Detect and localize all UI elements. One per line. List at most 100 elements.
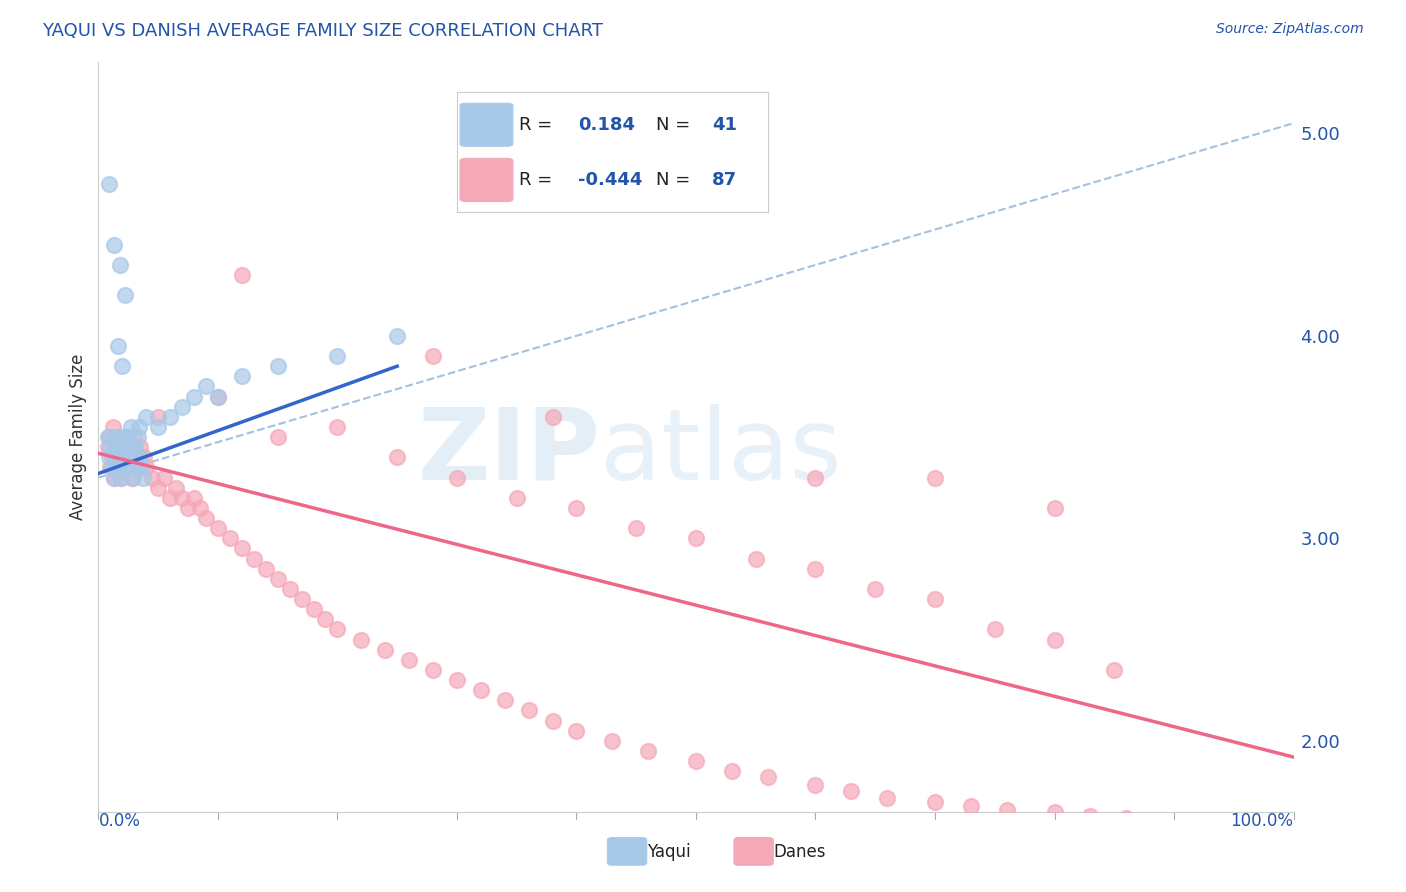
Point <box>1199 819 1222 833</box>
Point <box>876 790 898 805</box>
Point <box>804 470 827 484</box>
Y-axis label: Average Family Size: Average Family Size <box>69 354 87 520</box>
Point <box>291 592 314 607</box>
Point <box>135 409 157 424</box>
Point <box>995 803 1018 817</box>
Point <box>541 409 564 424</box>
Point <box>422 663 444 677</box>
Point <box>159 409 181 424</box>
Point <box>231 541 253 556</box>
Point <box>129 450 152 465</box>
Point <box>148 420 170 434</box>
Text: 100.0%: 100.0% <box>1230 812 1294 830</box>
Point <box>1104 663 1126 677</box>
Point <box>422 349 444 363</box>
Point <box>506 491 529 505</box>
Point <box>804 778 827 792</box>
Point <box>494 693 516 707</box>
Point <box>118 450 141 465</box>
Point <box>195 511 218 525</box>
Point <box>121 470 143 484</box>
Point <box>745 551 768 566</box>
Point <box>924 470 946 484</box>
Point <box>267 430 290 444</box>
Point <box>924 795 946 809</box>
Point <box>101 430 124 444</box>
Point <box>326 623 349 637</box>
Point <box>207 521 229 535</box>
Point <box>127 430 149 444</box>
Point <box>115 450 138 465</box>
Point <box>124 440 146 454</box>
Point <box>541 714 564 728</box>
Point <box>172 491 194 505</box>
Point <box>602 734 624 748</box>
Point <box>302 602 325 616</box>
Point <box>267 359 290 374</box>
Point <box>114 460 136 475</box>
Point <box>637 744 659 758</box>
Point <box>207 390 229 404</box>
Point <box>254 562 277 576</box>
Point <box>165 481 187 495</box>
Point <box>98 440 122 454</box>
Text: 0.0%: 0.0% <box>98 812 141 830</box>
Point <box>153 470 176 484</box>
Point <box>159 491 181 505</box>
Point <box>114 288 136 302</box>
Point <box>183 390 205 404</box>
Point <box>111 359 134 374</box>
Point <box>148 481 170 495</box>
Point <box>177 500 200 515</box>
Point <box>110 470 132 484</box>
Point <box>446 470 468 484</box>
Point <box>103 237 125 252</box>
Point <box>148 409 170 424</box>
Point <box>1043 500 1066 515</box>
Point <box>107 460 129 475</box>
Point <box>231 268 253 282</box>
Point <box>124 450 146 465</box>
Point <box>115 440 138 454</box>
Point <box>108 440 131 454</box>
Point <box>188 500 211 515</box>
Point <box>103 470 125 484</box>
Point <box>219 532 242 546</box>
Point <box>97 440 120 454</box>
Point <box>107 430 129 444</box>
Point <box>124 430 146 444</box>
Point <box>104 440 127 454</box>
Point <box>804 562 827 576</box>
Point <box>374 642 396 657</box>
Point <box>446 673 468 687</box>
Point <box>685 532 707 546</box>
Point <box>141 470 163 484</box>
Text: Source: ZipAtlas.com: Source: ZipAtlas.com <box>1216 22 1364 37</box>
Point <box>111 450 134 465</box>
Point <box>128 420 150 434</box>
Point <box>97 430 120 444</box>
Point <box>117 430 139 444</box>
Point <box>207 390 229 404</box>
Point <box>100 450 122 465</box>
Point <box>129 440 152 454</box>
Point <box>470 683 492 698</box>
Point <box>172 400 194 414</box>
Point <box>100 460 122 475</box>
Point <box>326 349 349 363</box>
Point <box>98 460 122 475</box>
Point <box>315 612 337 626</box>
Point <box>104 440 127 454</box>
Point <box>350 632 373 647</box>
Point <box>132 450 155 465</box>
Point <box>98 450 121 465</box>
Point <box>385 450 409 465</box>
Point <box>125 460 148 475</box>
Point <box>278 582 301 596</box>
Point <box>517 703 540 717</box>
Point <box>103 470 125 484</box>
Point <box>135 460 157 475</box>
Point <box>98 177 121 191</box>
Point <box>131 470 153 484</box>
Point <box>120 420 142 434</box>
